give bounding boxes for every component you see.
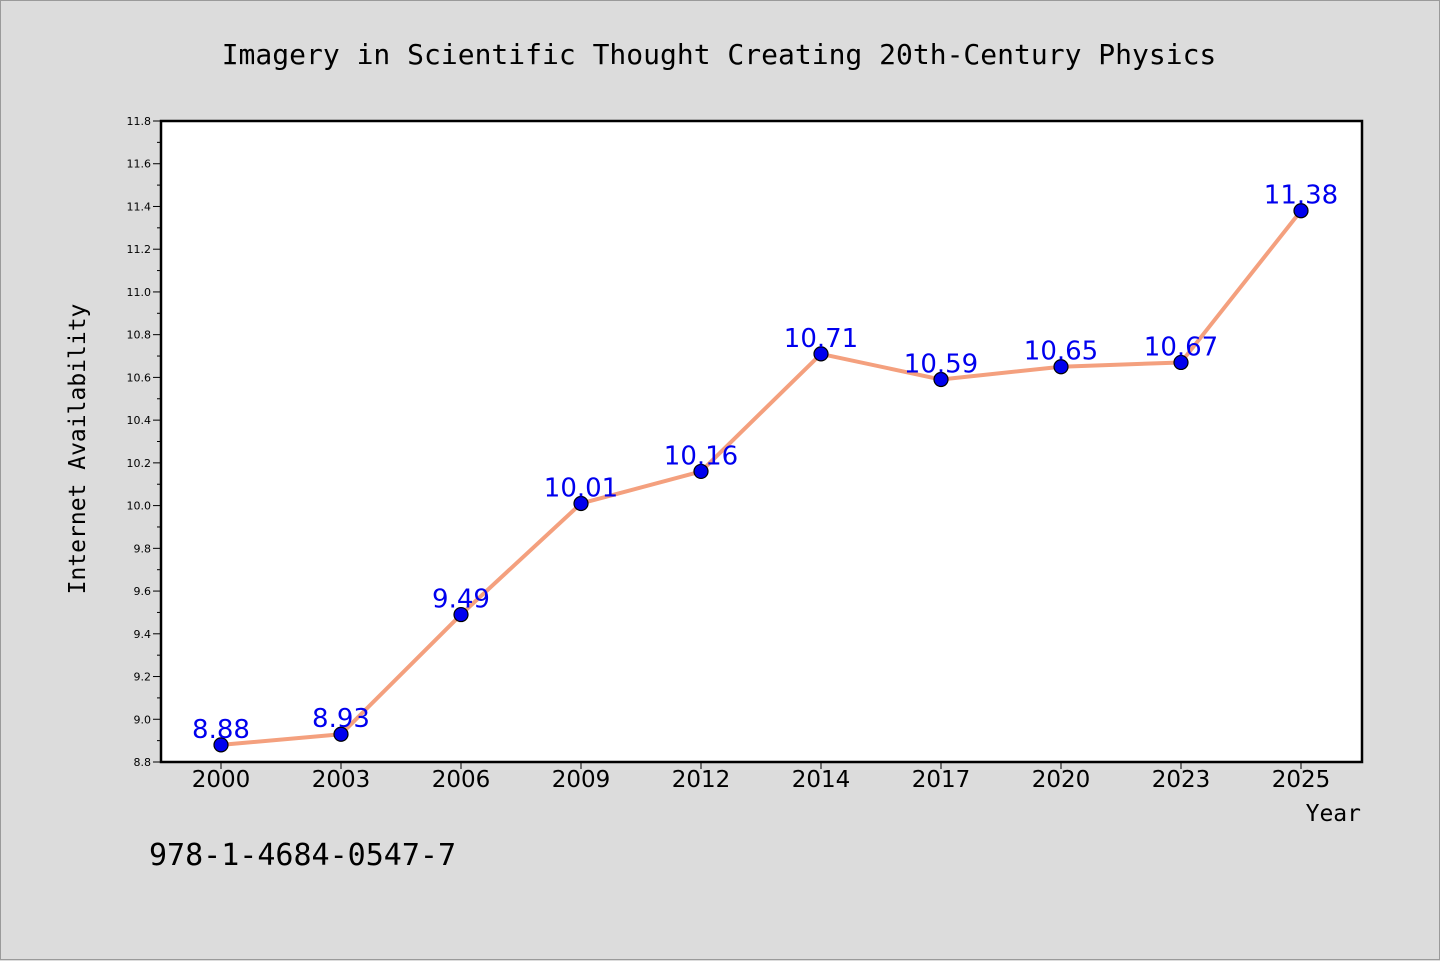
data-point (1053, 359, 1069, 375)
y-tick-label: 11.8 (127, 115, 152, 128)
data-label: 11.38 (1264, 181, 1338, 211)
data-point (813, 346, 829, 362)
y-tick-label: 10.6 (127, 371, 152, 384)
y-tick-label: 9.8 (134, 542, 152, 555)
data-label: 10.71 (784, 324, 858, 354)
y-tick-label: 9.2 (134, 671, 152, 684)
x-axis: 2000 2003 2006 2009 2012 2014 2017 2020 2023 2025 (192, 762, 1331, 793)
x-tick-label: 2000 (192, 767, 251, 793)
x-axis-label: Year (1306, 801, 1361, 827)
data-label: 10.67 (1144, 332, 1218, 362)
y-tick-label: 11.0 (127, 286, 152, 299)
x-tick-label: 2025 (1272, 767, 1331, 793)
y-tick-label: 10.2 (127, 457, 152, 470)
x-tick-label: 2006 (432, 767, 491, 793)
chart-title: Imagery in Scientific Thought Creating 2… (222, 38, 1217, 71)
data-point (453, 606, 469, 623)
y-tick-label: 11.4 (127, 200, 152, 213)
x-tick-label: 2012 (672, 767, 731, 793)
data-point (1173, 354, 1189, 371)
x-tick-label: 2003 (312, 767, 371, 793)
series-line (219, 208, 1303, 747)
y-tick-label: 11.2 (127, 243, 152, 256)
y-tick-label: 9.6 (134, 585, 152, 598)
data-label: 10.65 (1024, 337, 1098, 367)
data-point (1293, 203, 1309, 219)
y-tick-label: 10.8 (127, 329, 152, 342)
x-tick-label: 2020 (1032, 767, 1091, 793)
data-point (213, 737, 229, 753)
data-label: 10.01 (544, 473, 618, 503)
plot-area (159, 119, 1364, 764)
data-label: 10.16 (664, 441, 738, 471)
x-tick-label: 2009 (552, 767, 611, 793)
data-point (573, 495, 589, 512)
x-tick-label: 2017 (912, 767, 971, 793)
y-tick-label: 8.8 (134, 756, 152, 769)
y-tick-label: 10.0 (127, 500, 152, 513)
y-tick-label: 10.4 (127, 414, 152, 427)
y-tick-label: 11.6 (127, 158, 152, 171)
isbn-text: 978-1-4684-0547-7 (149, 838, 456, 873)
y-tick-label: 9.0 (134, 713, 152, 726)
data-point (933, 371, 949, 388)
data-label: 9.49 (432, 585, 490, 615)
data-point (693, 463, 709, 480)
series-layer: 8.88 8.93 9.49 10.01 10.16 10.71 10.59 10.65 10.… (192, 181, 1338, 753)
x-tick-label: 2014 (792, 767, 851, 793)
y-axis-label: Internet Availability (65, 304, 91, 595)
data-label: 8.93 (312, 704, 370, 734)
y-axis: 8.8 9.0 9.2 9.4 9.6 9.8 10.0 10.2 10.4 10.6 10.8 11… (127, 115, 161, 769)
data-point (333, 726, 349, 742)
data-label: 10.59 (904, 350, 978, 380)
y-tick-label: 9.4 (134, 628, 152, 641)
data-label: 8.88 (192, 715, 250, 745)
x-tick-label: 2023 (1152, 767, 1211, 793)
